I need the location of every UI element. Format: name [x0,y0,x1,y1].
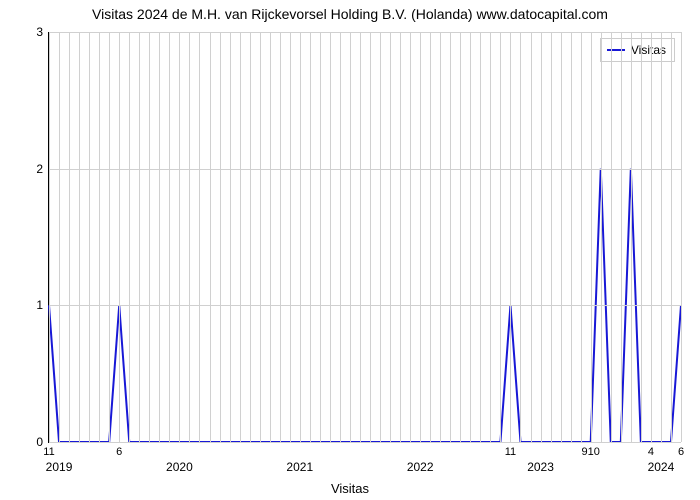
gridline-v [581,32,582,442]
gridline-v [290,32,291,442]
gridline-v [69,32,70,442]
y-tick-label: 2 [36,162,49,176]
gridline-v [350,32,351,442]
gridline-h [49,305,681,306]
gridline-v [330,32,331,442]
gridline-v [310,32,311,442]
gridline-v [300,32,301,442]
gridline-v [240,32,241,442]
gridline-v [631,32,632,442]
gridline-v [641,32,642,442]
gridline-v [230,32,231,442]
gridline-v [360,32,361,442]
gridline-h [49,32,681,33]
gridline-v [480,32,481,442]
gridline-v [661,32,662,442]
gridline-v [250,32,251,442]
data-point-label: 4 [648,442,654,458]
gridline-v [601,32,602,442]
x-tick-label: 2022 [407,442,434,474]
gridline-v [400,32,401,442]
gridline-v [79,32,80,442]
gridline-v [159,32,160,442]
gridline-v [179,32,180,442]
gridline-v [59,32,60,442]
gridline-v [460,32,461,442]
gridline-v [109,32,110,442]
gridline-v [410,32,411,442]
data-point-label: 6 [116,442,122,458]
data-point-label: 11 [43,442,54,458]
gridline-v [260,32,261,442]
data-point-label: 11 [505,442,516,458]
gridline-v [651,32,652,442]
gridline-v [440,32,441,442]
gridline-v [149,32,150,442]
data-point-label: 6 [678,442,684,458]
gridline-v [99,32,100,442]
legend-swatch [607,49,625,51]
gridline-v [49,32,50,442]
gridline-v [621,32,622,442]
gridline-v [520,32,521,442]
gridline-v [571,32,572,442]
gridline-v [139,32,140,442]
gridline-v [119,32,120,442]
gridline-v [681,32,682,442]
gridline-v [510,32,511,442]
gridline-v [500,32,501,442]
gridline-v [390,32,391,442]
gridline-v [591,32,592,442]
gridline-v [210,32,211,442]
plot-area: Visitas 01232019202020212022202320241161… [48,32,681,443]
gridline-v [129,32,130,442]
gridline-v [430,32,431,442]
gridline-v [280,32,281,442]
gridline-v [490,32,491,442]
gridline-v [470,32,471,442]
gridline-v [199,32,200,442]
gridline-v [671,32,672,442]
gridline-v [340,32,341,442]
gridline-v [270,32,271,442]
gridline-v [220,32,221,442]
gridline-v [541,32,542,442]
gridline-v [561,32,562,442]
gridline-v [320,32,321,442]
y-tick-label: 1 [36,298,49,312]
gridline-v [531,32,532,442]
x-tick-label: 2023 [527,442,554,474]
gridline-v [420,32,421,442]
line-series [49,32,681,442]
x-tick-label: 2020 [166,442,193,474]
x-axis-label: Visitas [0,481,700,496]
gridline-v [189,32,190,442]
gridline-v [551,32,552,442]
visits-chart: Visitas 2024 de M.H. van Rijckevorsel Ho… [0,0,700,500]
gridline-v [169,32,170,442]
gridline-v [380,32,381,442]
gridline-v [450,32,451,442]
gridline-v [611,32,612,442]
y-tick-label: 3 [36,25,49,39]
gridline-v [89,32,90,442]
x-tick-label: 2021 [286,442,313,474]
chart-title: Visitas 2024 de M.H. van Rijckevorsel Ho… [0,6,700,22]
gridline-h [49,169,681,170]
gridline-v [370,32,371,442]
data-point-label: 910 [582,442,600,458]
